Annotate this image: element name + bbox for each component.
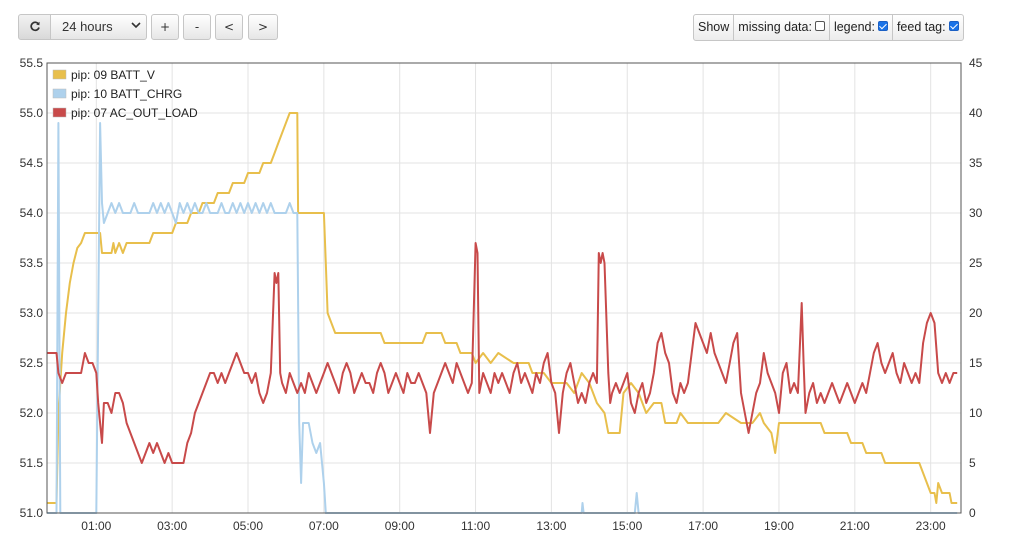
right-tick-label: 30 (969, 206, 983, 220)
legend-swatch (52, 69, 67, 80)
left-tick-label: 55.0 (20, 106, 44, 120)
legend-entry: pip: 09 BATT_V (71, 68, 155, 82)
left-tick-label: 52.0 (20, 406, 44, 420)
right-tick-label: 20 (969, 306, 983, 320)
x-tick-label: 13:00 (536, 519, 566, 533)
right-tick-label: 35 (969, 156, 983, 170)
series-line-2 (47, 122, 958, 514)
chevron-down-icon (131, 15, 141, 39)
x-axis-ticks: 01:00 03:00 05:00 07:00 09:00 11:00 13:00 15:00… (81, 519, 946, 533)
pan-right-button[interactable]: > (248, 14, 278, 40)
series-line-3 (47, 242, 958, 464)
refresh-button[interactable] (18, 14, 51, 40)
refresh-icon (29, 21, 41, 36)
x-tick-label: 01:00 (81, 519, 111, 533)
left-tick-label: 54.5 (20, 156, 44, 170)
x-tick-label: 23:00 (916, 519, 946, 533)
right-tick-label: 5 (969, 456, 976, 470)
chart-grid (47, 62, 961, 514)
left-tick-label: 52.5 (20, 356, 44, 370)
legend-label: legend: (833, 20, 875, 34)
legend-swatch (52, 107, 67, 118)
time-range-select[interactable]: 24 hours (51, 14, 147, 40)
feed-tag-checkbox[interactable] (948, 20, 959, 31)
legend-entry: pip: 10 BATT_CHRG (71, 87, 182, 101)
left-tick-label: 51.5 (20, 456, 44, 470)
x-tick-label: 19:00 (764, 519, 794, 533)
x-tick-label: 17:00 (688, 519, 718, 533)
zoom-in-button[interactable]: + (151, 14, 179, 40)
pan-left-button[interactable]: < (215, 14, 243, 40)
legend-entry: pip: 07 AC_OUT_LOAD (71, 106, 198, 120)
x-tick-label: 09:00 (385, 519, 415, 533)
right-tick-label: 0 (969, 506, 976, 520)
show-label: Show (698, 20, 730, 34)
legend-option[interactable]: legend: (828, 15, 892, 40)
series-line-1 (47, 112, 958, 504)
x-tick-label: 11:00 (461, 519, 490, 533)
legend-swatch (52, 88, 67, 99)
right-tick-label: 45 (969, 56, 983, 70)
right-tick-label: 25 (969, 256, 983, 270)
right-tick-label: 15 (969, 356, 983, 370)
right-tick-label: 40 (969, 106, 983, 120)
left-tick-label: 53.5 (20, 256, 44, 270)
left-axis-ticks: 51.0 51.5 52.0 52.5 53.0 53.5 54.0 54.5 55.0 55.5 (20, 56, 44, 520)
x-tick-label: 21:00 (840, 519, 870, 533)
chart-series (47, 112, 958, 514)
left-tick-label: 54.0 (20, 206, 44, 220)
x-tick-label: 07:00 (309, 519, 339, 533)
missing-data-option[interactable]: missing data: (733, 15, 829, 40)
right-axis-ticks: 0 5 10 15 20 25 30 35 40 45 (969, 56, 983, 520)
plot-frame (46, 62, 962, 514)
display-options: Show missing data: legend: feed tag: (693, 14, 964, 41)
chart-legend: pip: 09 BATT_V pip: 10 BATT_CHRG pip: 07 A… (52, 68, 198, 120)
feed-tag-option[interactable]: feed tag: (891, 15, 963, 40)
x-tick-label: 15:00 (612, 519, 642, 533)
zoom-out-button[interactable]: - (183, 14, 211, 40)
x-tick-label: 03:00 (157, 519, 187, 533)
feed-tag-label: feed tag: (896, 20, 946, 34)
missing-data-checkbox[interactable] (814, 20, 825, 31)
left-tick-label: 53.0 (20, 306, 44, 320)
left-tick-label: 51.0 (20, 506, 44, 520)
legend-checkbox[interactable] (877, 20, 888, 31)
time-range-value: 24 hours (62, 19, 113, 34)
missing-data-label: missing data: (738, 20, 812, 34)
right-tick-label: 10 (969, 406, 983, 420)
x-tick-label: 05:00 (233, 519, 263, 533)
left-tick-label: 55.5 (20, 56, 44, 70)
